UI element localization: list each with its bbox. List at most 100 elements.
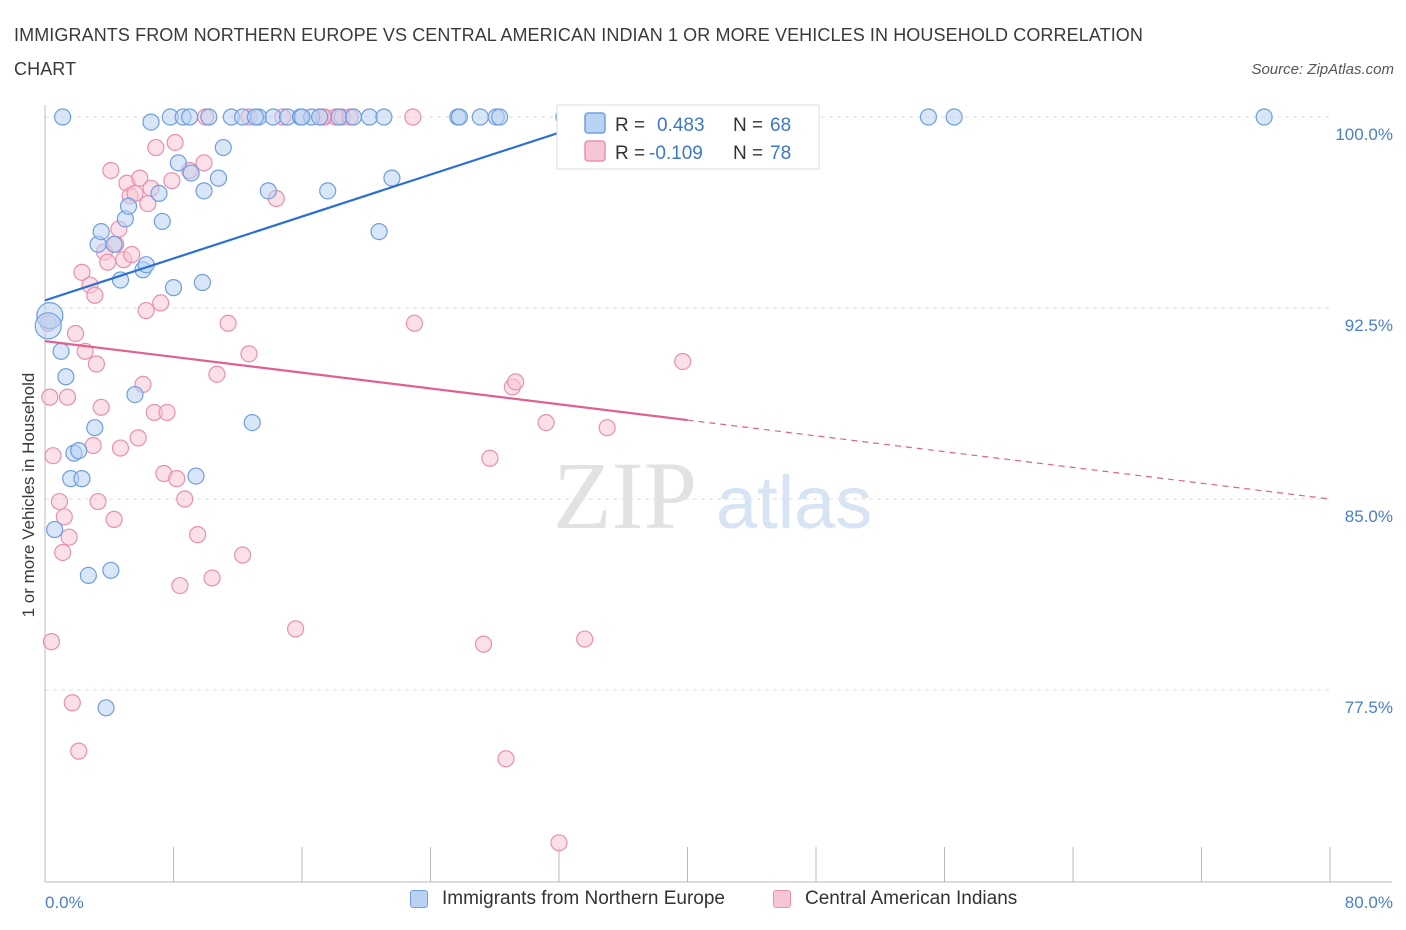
pink-point-2: [44, 447, 62, 465]
stats-legend-r-label-blue: R =: [615, 115, 645, 136]
pink-point-32: [131, 169, 149, 187]
blue-point-1: [34, 312, 62, 340]
pink-point-18: [92, 398, 110, 416]
blue-point-24: [153, 212, 171, 231]
pink-point-54: [240, 345, 258, 363]
blue-point-61: [919, 108, 938, 126]
pink-point-31: [129, 429, 147, 447]
blue-point-38: [243, 414, 261, 432]
pink-point-48: [188, 526, 207, 544]
pink-point-41: [158, 403, 176, 422]
pink-point-34: [137, 301, 155, 320]
blue-point-19: [126, 385, 144, 404]
blue-point-55: [471, 108, 489, 126]
stats-legend-n-value-blue: 68: [770, 115, 791, 136]
watermark: ZIP atlas: [553, 442, 872, 549]
pink-point-72: [674, 352, 692, 371]
pink-point-69: [550, 834, 568, 852]
stats-legend-n-value-pink: 78: [770, 143, 791, 164]
blue-point-62: [945, 108, 963, 126]
stats-legend: R = 0.483 N = 68 R = -0.109 N = 78: [556, 104, 820, 170]
watermark-zip: ZIP: [553, 442, 697, 549]
legend-item-central-american-indians[interactable]: Central American Indians: [773, 888, 1017, 910]
pink-trend-line: [44, 340, 688, 422]
pink-point-3: [50, 492, 69, 511]
chart-title: IMMIGRANTS FROM NORTHERN EUROPE VS CENTR…: [14, 25, 1144, 79]
y-axis-label: 1 or more Vehicles in Household: [19, 373, 38, 618]
stats-legend-n-label-blue: N =: [733, 115, 763, 136]
stats-legend-blue-swatch: [584, 112, 606, 134]
pink-point-38: [147, 138, 165, 157]
stats-legend-r-label-pink: R =: [615, 143, 645, 164]
blue-point-2: [46, 520, 64, 539]
blue-point-34: [209, 169, 228, 187]
pink-point-1: [42, 633, 61, 651]
pink-point-0: [41, 388, 59, 406]
pink-point-5: [55, 508, 73, 526]
pink-point-44: [168, 470, 186, 488]
stats-legend-r-value-blue: 0.483: [657, 115, 705, 136]
pink-point-71: [598, 419, 616, 437]
pink-point-50: [203, 569, 221, 587]
blue-point-31: [193, 273, 212, 292]
y-tick-label-0: 100.0%: [1335, 125, 1393, 144]
blue-point-35: [214, 138, 232, 157]
watermark-atlas: atlas: [716, 461, 872, 544]
legend-item-northern-europe[interactable]: Immigrants from Northern Europe: [410, 888, 725, 910]
pink-point-4: [54, 543, 72, 562]
blue-point-10: [86, 419, 104, 437]
pink-point-39: [152, 294, 170, 312]
blue-point-52: [383, 169, 401, 187]
pink-point-22: [105, 510, 123, 528]
legend-swatch-blue: [410, 890, 428, 908]
pink-point-42: [163, 172, 181, 190]
blue-point-64: [54, 108, 72, 126]
blue-point-48: [319, 182, 337, 200]
pink-point-16: [87, 355, 106, 373]
blue-point-14: [102, 561, 120, 579]
y-tick-label-1: 92.5%: [1345, 316, 1393, 335]
blue-point-12: [92, 223, 110, 241]
pink-point-21: [102, 161, 120, 180]
blue-point-27: [169, 154, 187, 172]
y-tick-label-2: 85.0%: [1345, 507, 1393, 526]
blue-point-47: [344, 108, 362, 126]
pink-point-8: [63, 694, 81, 712]
stats-legend-r-value-pink: -0.109: [649, 143, 703, 164]
bottom-legend: Immigrants from Northern Europe Central …: [0, 888, 1406, 918]
blue-point-40: [259, 182, 277, 200]
pink-point-62: [405, 314, 424, 332]
blue-point-26: [164, 279, 183, 297]
pink-point-43: [166, 133, 184, 152]
pink-point-7: [60, 528, 78, 546]
pink-point-11: [73, 263, 91, 281]
pink-point-67: [507, 373, 525, 391]
x-tick-label-0: 0.0%: [45, 893, 84, 912]
pink-point-52: [219, 314, 237, 332]
blue-point-67: [293, 108, 311, 126]
x-tick-label-1: 80.0%: [1345, 893, 1393, 912]
pink-point-70: [576, 630, 594, 648]
blue-point-50: [370, 223, 388, 241]
pink-point-64: [481, 449, 499, 467]
pink-point-46: [176, 490, 194, 508]
blue-point-54: [450, 108, 469, 126]
axes: [44, 105, 1392, 883]
blue-point-65: [180, 108, 199, 126]
pink-point-25: [111, 439, 130, 457]
blue-point-57: [490, 108, 509, 126]
blue-point-41: [264, 108, 282, 126]
pink-point-29: [123, 245, 141, 264]
blue-point-30: [187, 467, 205, 485]
blue-point-29: [182, 164, 200, 182]
pink-point-63: [474, 635, 493, 653]
blue-point-8: [73, 470, 91, 488]
blue-point-49: [360, 108, 379, 126]
blue-point-18: [119, 197, 138, 215]
pink-point-17: [89, 492, 107, 511]
grid-lines: [45, 116, 1330, 691]
pink-point-65: [497, 750, 515, 768]
pink-point-6: [58, 388, 77, 406]
pink-point-10: [70, 742, 88, 760]
